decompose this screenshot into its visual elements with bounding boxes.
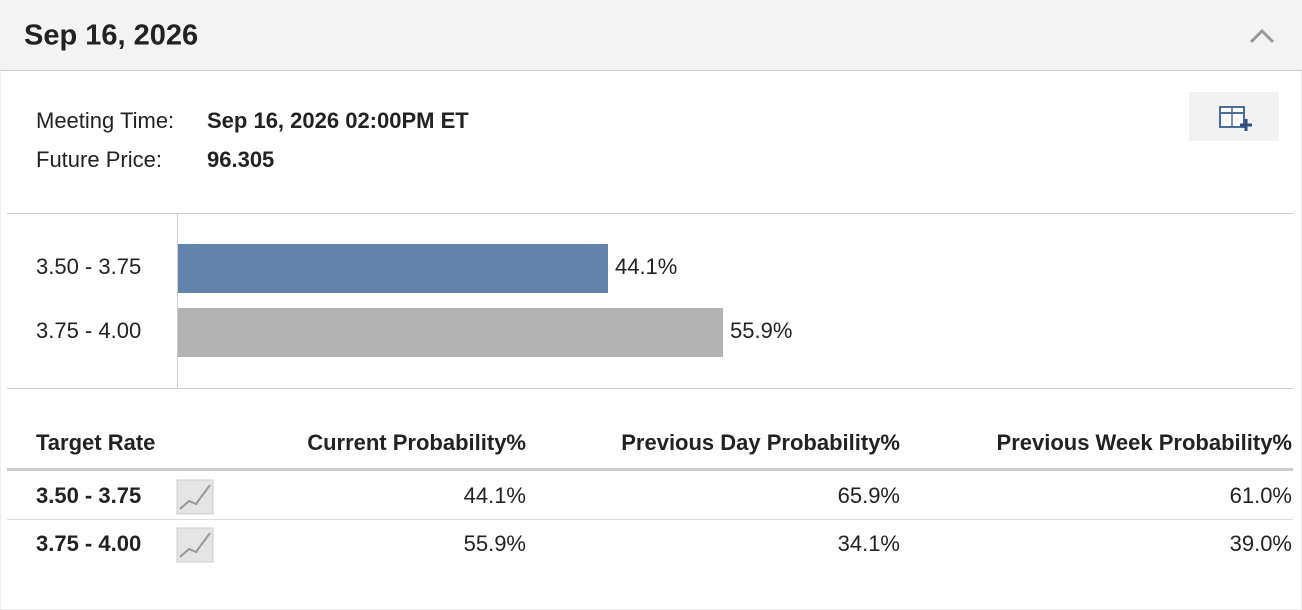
meeting-time-label: Meeting Time:	[36, 108, 174, 133]
header-title: Sep 16, 2026	[24, 20, 198, 52]
table-cell: 39.0%	[1230, 531, 1292, 556]
value-label: 55.9%	[730, 318, 792, 343]
chart-icon-line	[179, 532, 211, 558]
table-cell: 34.1%	[838, 531, 900, 556]
value-label: 44.1%	[615, 254, 677, 279]
bar	[178, 244, 608, 293]
chart-icon-line	[179, 484, 211, 510]
table-cell: 44.1%	[464, 483, 526, 508]
category-label: 3.50 - 3.75	[36, 254, 141, 279]
row-label: 3.75 - 4.00	[36, 531, 141, 556]
export-button[interactable]	[1189, 92, 1279, 141]
chart-icon[interactable]	[176, 479, 214, 515]
column-header: Target Rate	[36, 430, 155, 455]
collapse-icon[interactable]	[1249, 28, 1275, 44]
bar	[178, 308, 724, 357]
column-header: Previous Day Probability%	[621, 430, 900, 455]
future-price-label: Future Price:	[36, 147, 162, 172]
column-header: Current Probability%	[307, 430, 526, 455]
column-header: Previous Week Probability%	[997, 430, 1292, 455]
future-price: 96.305	[207, 147, 274, 172]
plus-icon	[1240, 119, 1252, 131]
table-cell: 65.9%	[838, 483, 900, 508]
header-bar[interactable]	[0, 0, 1302, 70]
chart-icon[interactable]	[176, 527, 214, 563]
table-cell: 61.0%	[1230, 483, 1292, 508]
table-cell: 55.9%	[464, 531, 526, 556]
row-label: 3.50 - 3.75	[36, 483, 141, 508]
category-label: 3.75 - 4.00	[36, 318, 141, 343]
meeting-time: Sep 16, 2026 02:00PM ET	[207, 108, 469, 133]
